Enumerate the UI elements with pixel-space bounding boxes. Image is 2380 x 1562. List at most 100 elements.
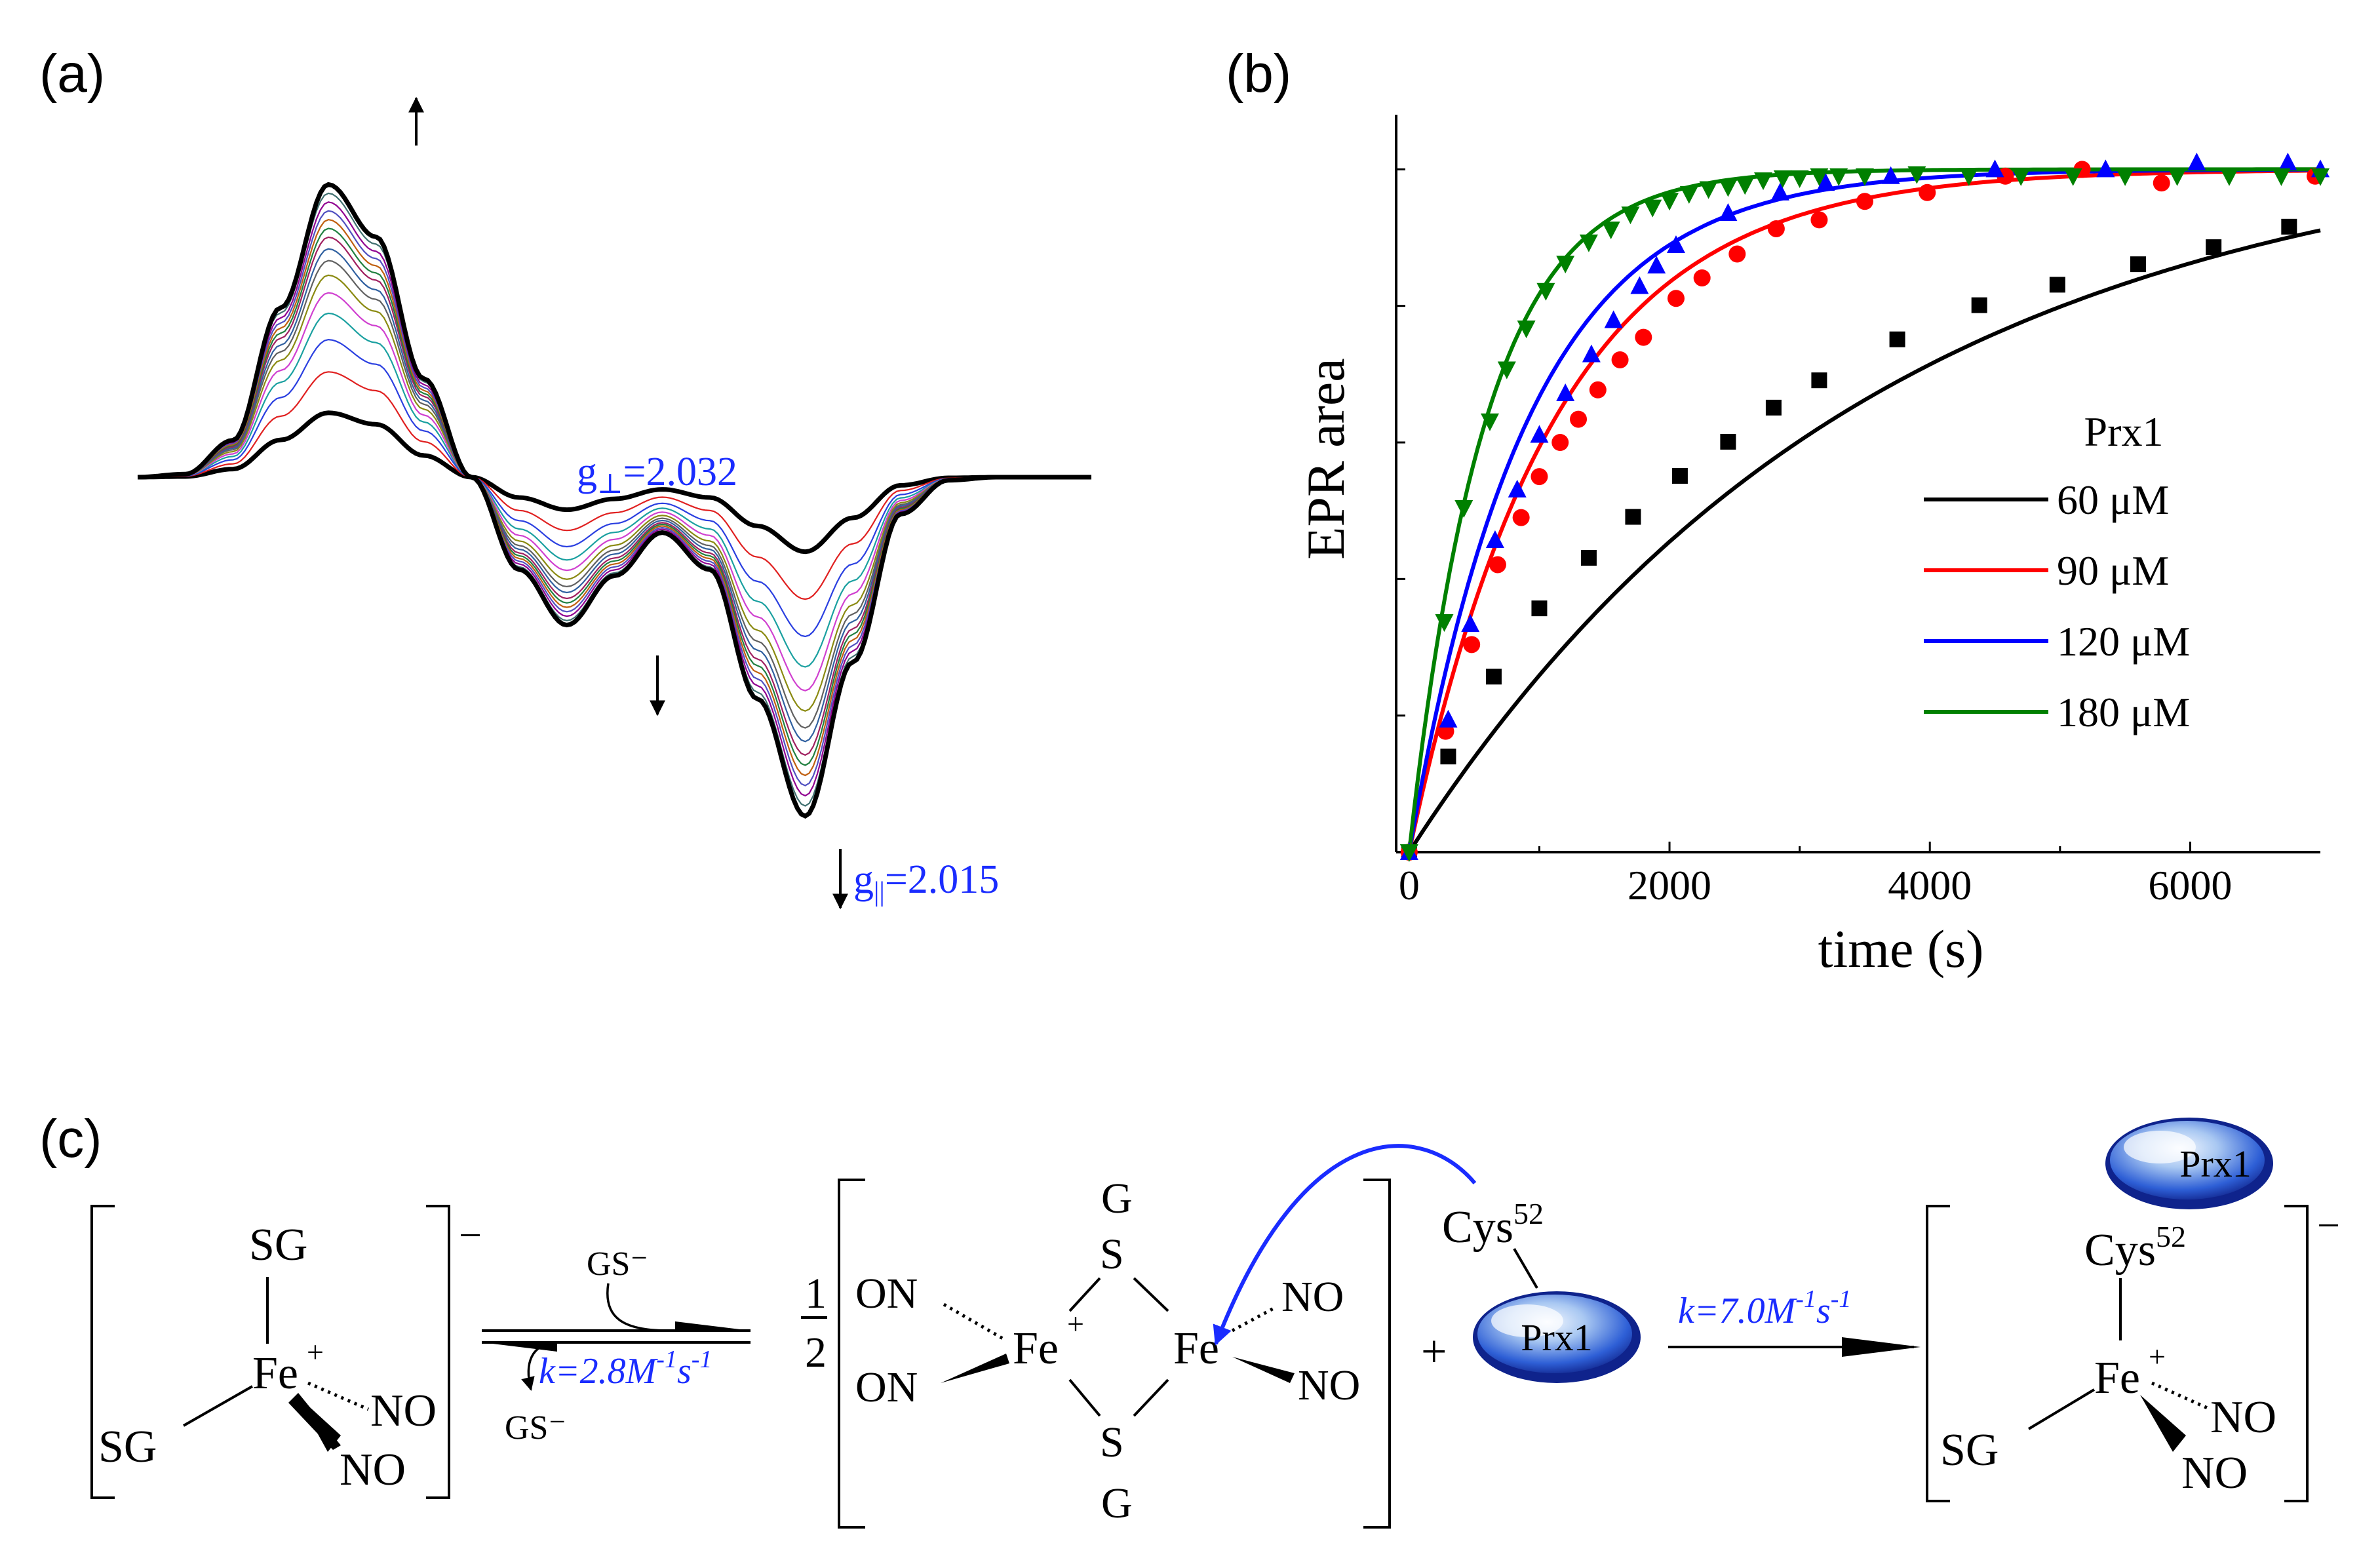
data-point-series-4 bbox=[1517, 321, 1536, 339]
data-point-series-2 bbox=[1570, 410, 1588, 428]
half-den: 2 bbox=[805, 1329, 827, 1377]
x-tick-label: 4000 bbox=[1888, 862, 1972, 908]
no-lower-product: NO bbox=[2181, 1448, 2248, 1498]
prx1-label: Prx1 bbox=[1521, 1316, 1593, 1359]
fe-left-charge: + bbox=[1067, 1307, 1084, 1340]
sg-top: SG bbox=[249, 1220, 307, 1270]
data-point-series-2 bbox=[1611, 351, 1629, 368]
plus-sign: + bbox=[1421, 1327, 1447, 1377]
gs-reagent-in: GS⁻ bbox=[587, 1245, 648, 1283]
data-point-series-4 bbox=[1679, 185, 1698, 204]
data-point-series-4 bbox=[2219, 168, 2238, 186]
legend-entry-4: 180 μM bbox=[2057, 689, 2190, 735]
data-point-series-1 bbox=[1971, 297, 1987, 313]
data-point-series-4 bbox=[2012, 168, 2031, 186]
cys52-label: Cys52 bbox=[1442, 1197, 1544, 1253]
data-point-series-3 bbox=[1439, 709, 1458, 728]
data-point-series-4 bbox=[1810, 168, 1829, 186]
fe-charge: + bbox=[307, 1335, 324, 1369]
data-point-series-2 bbox=[1531, 468, 1548, 486]
species-product: − Prx1 Cys52 Fe + SG NO NO bbox=[1926, 1118, 2340, 1502]
data-point-series-2 bbox=[1693, 269, 1711, 286]
x-tick-label: 6000 bbox=[2148, 862, 2232, 908]
data-point-series-4 bbox=[1959, 168, 1978, 186]
data-point-series-4 bbox=[2311, 168, 2330, 186]
prx1-label-product: Prx1 bbox=[2179, 1142, 2252, 1185]
fe-right: Fe bbox=[1173, 1323, 1219, 1374]
charge-minus: − bbox=[459, 1213, 482, 1258]
data-point-series-3 bbox=[1647, 256, 1666, 274]
data-point-series-4 bbox=[2272, 168, 2291, 186]
data-point-series-3 bbox=[1508, 479, 1527, 498]
data-point-series-2 bbox=[2153, 174, 2170, 192]
g-parallel-label: g||=2.015 bbox=[853, 857, 999, 907]
data-point-series-1 bbox=[1720, 433, 1736, 450]
no-upper-product: NO bbox=[2210, 1392, 2276, 1443]
data-point-series-4 bbox=[2116, 168, 2135, 186]
data-point-series-4 bbox=[1736, 177, 1755, 195]
x-tick-label: 2000 bbox=[1628, 862, 1711, 908]
panel-c-scheme: (c) − SG Fe + SG NO NO GS⁻ G bbox=[39, 1109, 2340, 1529]
data-point-series-2 bbox=[1512, 509, 1530, 526]
data-point-series-2 bbox=[1810, 211, 1828, 229]
fe-product-charge: + bbox=[2149, 1340, 2166, 1373]
data-point-series-4 bbox=[1435, 614, 1454, 632]
data-point-series-3 bbox=[2278, 152, 2297, 170]
data-point-series-4 bbox=[1773, 170, 1792, 188]
prx1-protein-icon: Prx1 bbox=[1473, 1291, 1641, 1383]
rate-constant-k2: k=7.0M-1s-1 bbox=[1678, 1285, 1851, 1331]
data-point-series-4 bbox=[2063, 168, 2082, 186]
data-point-series-3 bbox=[1985, 159, 2004, 178]
data-point-series-4 bbox=[1907, 166, 1926, 184]
spectrum-curve-2 bbox=[138, 371, 1091, 600]
data-point-series-2 bbox=[1551, 434, 1569, 451]
data-point-series-4 bbox=[1719, 179, 1738, 197]
data-point-series-3 bbox=[1719, 203, 1738, 221]
data-point-series-3 bbox=[2096, 159, 2115, 178]
data-point-series-1 bbox=[2130, 256, 2146, 273]
data-point-series-1 bbox=[1811, 372, 1827, 389]
sg-product: SG bbox=[1940, 1425, 1999, 1475]
prx1-protein-icon-product: Prx1 bbox=[2105, 1118, 2273, 1209]
legend-entry-3: 120 μM bbox=[2057, 618, 2190, 665]
panel-b: (b) 0 2000 4000 6000 time (s) EPR area Prx1… bbox=[1226, 44, 2330, 979]
fe-product: Fe bbox=[2094, 1353, 2140, 1403]
kinetics-axes: 0 2000 4000 6000 bbox=[1395, 115, 2320, 908]
data-point-series-4 bbox=[1855, 168, 1874, 186]
data-point-series-2 bbox=[1919, 184, 1936, 201]
data-point-series-4 bbox=[1579, 234, 1598, 252]
legend-entry-1: 60 μM bbox=[2057, 477, 2169, 523]
data-point-series-4 bbox=[2168, 168, 2187, 186]
data-point-series-1 bbox=[1889, 331, 1905, 347]
data-point-series-3 bbox=[1461, 614, 1480, 633]
data-point-series-2 bbox=[1767, 220, 1785, 237]
data-point-series-2 bbox=[1667, 290, 1685, 307]
kinetics-data-points bbox=[1399, 152, 2330, 862]
equilibrium-arrows: GS⁻ GS⁻ k=2.8M-1s-1 bbox=[482, 1245, 751, 1447]
data-point-series-2 bbox=[1856, 193, 1873, 210]
cys52-product: Cys52 bbox=[2084, 1220, 2186, 1276]
fe-atom: Fe bbox=[252, 1348, 298, 1399]
prx1-reactant: Cys52 Prx1 bbox=[1213, 1144, 1641, 1383]
data-point-series-4 bbox=[1660, 193, 1679, 211]
data-point-series-4 bbox=[1454, 500, 1473, 518]
x-axis-label: time (s) bbox=[1818, 919, 1984, 979]
s-bottom: S bbox=[1100, 1418, 1124, 1466]
data-point-series-3 bbox=[1485, 530, 1504, 548]
no-upper-dimer: NO bbox=[1281, 1273, 1344, 1321]
data-point-series-1 bbox=[2281, 218, 2297, 235]
data-point-series-3 bbox=[2187, 152, 2206, 170]
data-point-series-4 bbox=[1643, 199, 1662, 218]
panel-b-label: (b) bbox=[1226, 44, 1291, 104]
no-lower: NO bbox=[340, 1445, 406, 1495]
y-axis-label: EPR area bbox=[1296, 358, 1356, 559]
data-point-series-3 bbox=[1530, 425, 1549, 443]
epr-spectra bbox=[137, 182, 1091, 819]
kinetics-fit-lines bbox=[1407, 167, 2321, 853]
data-point-series-1 bbox=[1485, 669, 1502, 685]
data-point-series-2 bbox=[1589, 381, 1607, 399]
data-point-series-2 bbox=[1635, 328, 1652, 346]
forward-arrow: k=7.0M-1s-1 bbox=[1668, 1285, 1921, 1357]
fit-line-1 bbox=[1407, 228, 2321, 853]
